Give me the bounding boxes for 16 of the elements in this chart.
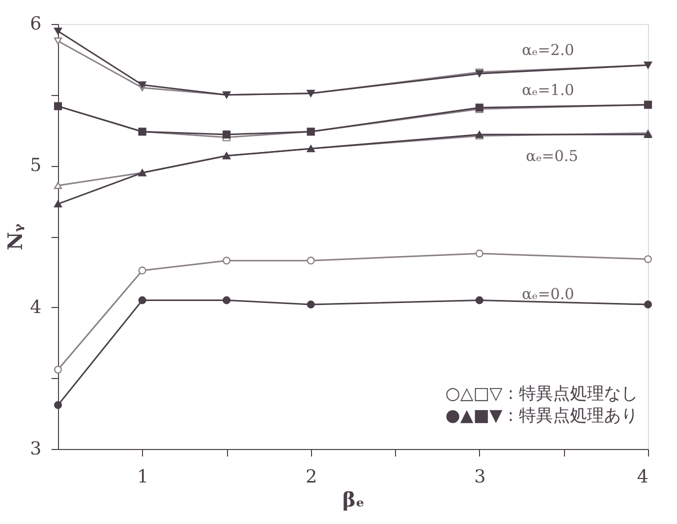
x-tick-label: 2 xyxy=(306,466,318,488)
annotation: αₑ=0.5 xyxy=(526,147,578,165)
y-tick-label: 6 xyxy=(30,14,42,34)
x-tick-label: 4 xyxy=(637,466,648,488)
annotation: ○△□▽ : 特異点処理なし xyxy=(445,384,638,404)
x-tick-label: 3 xyxy=(474,466,486,488)
annotation: αₑ=1.0 xyxy=(522,81,574,99)
annotation: αₑ=0.0 xyxy=(522,285,574,303)
annotation: αₑ=2.0 xyxy=(522,41,574,59)
y-tick-label: 3 xyxy=(30,438,42,460)
x-axis-title: βₑ xyxy=(342,488,365,512)
x-tick-label: 1 xyxy=(137,466,149,488)
annotation: ●▲■▼ : 特異点処理あり xyxy=(445,406,638,426)
y-tick-label: 5 xyxy=(30,155,42,176)
y-tick-label: 4 xyxy=(30,296,42,318)
y-axis-title: Nᵧ xyxy=(3,223,28,250)
